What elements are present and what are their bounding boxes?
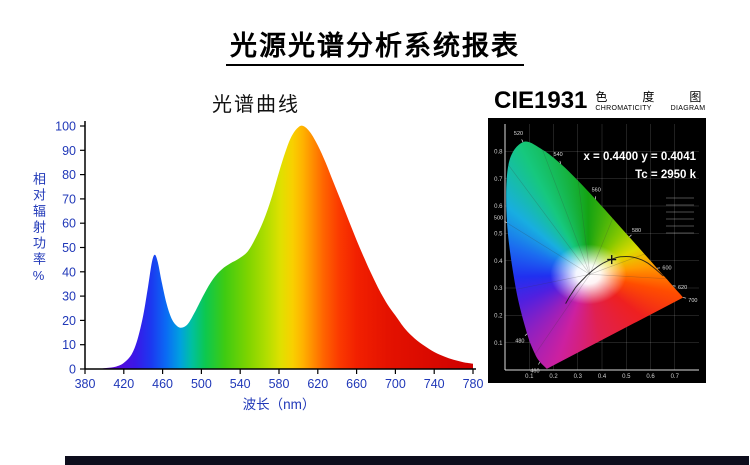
svg-text:0.7: 0.7 [494, 177, 503, 183]
svg-text:40: 40 [62, 265, 76, 279]
svg-text:0.1: 0.1 [525, 374, 534, 380]
svg-text:10: 10 [62, 338, 76, 352]
svg-text:0.2: 0.2 [494, 314, 503, 320]
svg-text:500: 500 [191, 377, 212, 391]
svg-text:0.2: 0.2 [549, 374, 558, 380]
svg-text:560: 560 [592, 187, 601, 193]
bottom-table-edge [65, 456, 749, 465]
cie-title: CIE1931 [494, 87, 588, 114]
svg-text:620: 620 [307, 377, 328, 391]
svg-text:700: 700 [688, 298, 697, 304]
spectrum-y-axis-label: 相对辐射功率% [31, 172, 46, 286]
svg-text:0.8: 0.8 [494, 150, 503, 156]
svg-text:0.5: 0.5 [622, 374, 631, 380]
spectrum-chart: 380 420 460 500 540 580 620 660 700 740 780 0 10 20 30… [55, 120, 484, 413]
svg-text:460: 460 [530, 369, 539, 375]
cie-chromaticity-diagram: 0.1 0.2 0.3 0.4 0.5 0.6 0.7 0.1 0.2 0.3 0.4 0.5 0.6 0… [488, 118, 706, 383]
spectrum-chart-title: 光谱曲线 [212, 94, 300, 116]
svg-text:0.5: 0.5 [494, 232, 503, 238]
svg-text:0.6: 0.6 [646, 374, 655, 380]
svg-text:460: 460 [152, 377, 173, 391]
svg-text:0.3: 0.3 [574, 374, 583, 380]
cie-xy-readout: x = 0.4400 y = 0.4041 [583, 151, 696, 163]
svg-text:700: 700 [385, 377, 406, 391]
svg-text:0: 0 [69, 363, 76, 377]
cie-subtitle-en: CHROMATICITY DIAGRAM [595, 105, 706, 112]
svg-text:100: 100 [55, 120, 76, 134]
svg-text:540: 540 [230, 377, 251, 391]
svg-text:0.1: 0.1 [494, 341, 503, 347]
svg-text:620: 620 [678, 285, 687, 291]
svg-text:0.4: 0.4 [494, 259, 503, 265]
svg-text:70: 70 [62, 192, 76, 206]
svg-text:60: 60 [62, 217, 76, 231]
svg-text:660: 660 [346, 377, 367, 391]
cie-annotations: 460 480 500 520 540 560 580 600 620 700 [494, 131, 698, 375]
svg-text:520: 520 [514, 131, 523, 137]
cie-subtitle-cn: 色 度 图 [595, 90, 702, 104]
page-title: 光源光谱分析系统报表 [0, 24, 750, 66]
svg-text:30: 30 [62, 290, 76, 304]
page-title-text: 光源光谱分析系统报表 [226, 31, 524, 66]
svg-text:20: 20 [62, 314, 76, 328]
cie-panel: CIE1931 色 度 图 CHROMATICITY DIAGRAM 0.1 0.… [488, 88, 746, 393]
svg-text:540: 540 [554, 152, 563, 158]
svg-text:0.3: 0.3 [494, 286, 503, 292]
cie-header: CIE1931 色 度 图 CHROMATICITY DIAGRAM [494, 88, 718, 118]
svg-text:480: 480 [515, 339, 524, 345]
svg-text:780: 780 [463, 377, 484, 391]
svg-text:580: 580 [269, 377, 290, 391]
svg-text:500: 500 [494, 216, 503, 222]
svg-text:50: 50 [62, 241, 76, 255]
svg-text:380: 380 [75, 377, 96, 391]
svg-text:90: 90 [62, 144, 76, 158]
svg-text:80: 80 [62, 168, 76, 182]
svg-text:740: 740 [424, 377, 445, 391]
cie-tc-readout: Tc = 2950 k [635, 169, 696, 181]
svg-text:600: 600 [662, 265, 671, 271]
svg-text:0.4: 0.4 [598, 374, 607, 380]
cie-subtitle: 色 度 图 CHROMATICITY DIAGRAM [595, 88, 705, 113]
svg-text:0.7: 0.7 [671, 374, 680, 380]
svg-text:波长（nm）: 波长（nm） [243, 397, 316, 412]
svg-text:420: 420 [113, 377, 134, 391]
svg-text:580: 580 [632, 228, 641, 234]
svg-text:0.6: 0.6 [494, 204, 503, 210]
spectrum-panel: 光谱曲线 相对辐射功率% 380 420 460 500 540 580 620 660 700… [25, 88, 487, 423]
